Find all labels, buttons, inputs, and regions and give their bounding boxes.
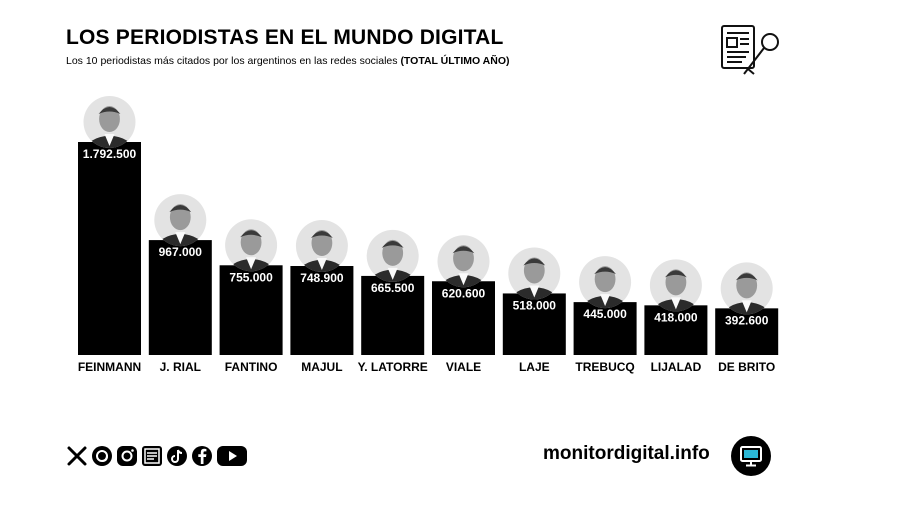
bar (219, 265, 283, 355)
bar (361, 275, 425, 355)
value-label: 445.000 (583, 307, 627, 321)
portrait-photo-icon (154, 194, 207, 247)
bar (78, 142, 141, 355)
category-label: FANTINO (225, 360, 278, 374)
social-icons (66, 445, 248, 467)
facebook-icon[interactable] (191, 445, 213, 467)
value-label: 1.792.500 (83, 147, 137, 161)
monitor-logo-icon (731, 436, 771, 476)
category-label: LAJE (519, 360, 550, 374)
tiktok-icon[interactable] (166, 445, 188, 467)
category-label: MAJUL (301, 360, 342, 374)
category-label: J. RIAL (160, 360, 201, 374)
threads-icon[interactable] (91, 445, 113, 467)
portrait-photo-icon (649, 259, 702, 312)
category-label: LIJALAD (651, 360, 702, 374)
instagram-icon[interactable] (116, 445, 138, 467)
news-icon[interactable] (141, 445, 163, 467)
value-label: 748.900 (300, 271, 344, 285)
subtitle-text: Los 10 periodistas más citados por los a… (66, 55, 398, 67)
subtitle-bold: (TOTAL ÚLTIMO AÑO) (400, 55, 510, 67)
bar (502, 293, 566, 355)
portrait-photo-icon (437, 235, 490, 288)
newspaper-microphone-icon (721, 25, 779, 75)
value-label: 665.500 (371, 281, 415, 295)
page-subtitle: Los 10 periodistas más citados por los a… (66, 55, 510, 67)
site-url[interactable]: monitordigital.info (543, 443, 710, 464)
category-label: VIALE (446, 360, 481, 374)
portrait-photo-icon (579, 256, 632, 309)
portrait-photo-icon (720, 262, 773, 315)
portrait-photo-icon (508, 247, 561, 300)
bar (573, 302, 637, 355)
bar (290, 266, 354, 355)
bar (148, 240, 212, 355)
portrait-photo-icon (366, 229, 419, 282)
value-label: 755.000 (229, 270, 273, 284)
category-label: Y. LATORRE (358, 360, 428, 374)
portrait-photo-icon (225, 219, 278, 272)
category-label: DE BRITO (718, 360, 775, 374)
category-label: FEINMANN (78, 360, 141, 374)
value-label: 392.600 (725, 313, 769, 327)
x-icon[interactable] (66, 445, 88, 467)
value-label: 620.600 (442, 286, 486, 300)
bar (644, 305, 708, 355)
portrait-photo-icon (295, 220, 348, 273)
bar-chart: 1.792.500 FEINMANN 967.000 J. RIAL 755.000 FA… (78, 96, 779, 374)
bar (715, 308, 779, 355)
bar (432, 281, 495, 355)
portrait-photo-icon (83, 96, 136, 148)
value-label: 967.000 (159, 245, 203, 259)
youtube-icon[interactable] (216, 445, 248, 467)
page-title: LOS PERIODISTAS EN EL MUNDO DIGITAL (66, 26, 504, 49)
value-label: 418.000 (654, 310, 698, 324)
value-label: 518.000 (513, 298, 557, 312)
category-label: TREBUCQ (575, 360, 634, 374)
